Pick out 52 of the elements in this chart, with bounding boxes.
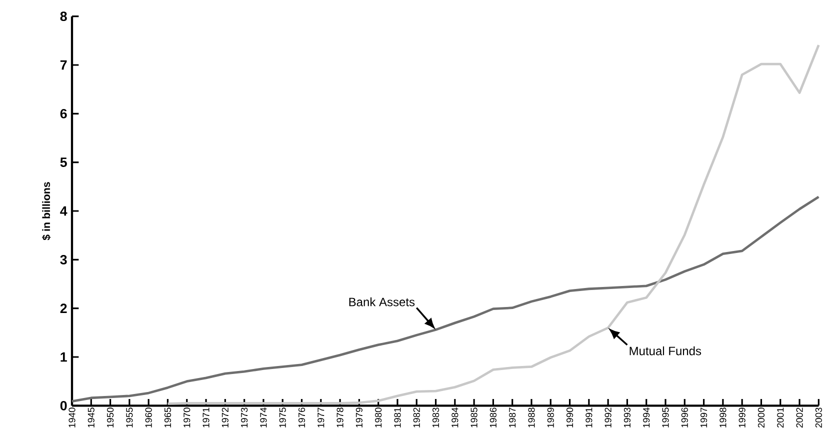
x-tick-label: 1996 (681, 408, 688, 428)
x-tick-label: 1979 (356, 408, 362, 428)
x-tick-label: 1987 (509, 408, 516, 428)
x-tick-label: 1985 (470, 408, 478, 428)
x-tick-label: 2001 (777, 408, 784, 428)
x-tick-label: 1983 (432, 408, 440, 428)
x-tick-label: 1974 (260, 408, 267, 428)
x-tick-label: 1973 (241, 408, 248, 428)
x-tick-label: 1981 (394, 408, 401, 428)
x-tick-label: 1992 (604, 408, 612, 428)
y-axis-title: $ in billions (42, 182, 51, 240)
x-tick-label: 1945 (88, 408, 94, 428)
x-tick-label: 1991 (586, 408, 592, 428)
x-tick-label: 1988 (528, 408, 535, 428)
x-tick-label: 1997 (700, 408, 708, 428)
y-tick-label: 1 (60, 352, 67, 362)
x-tick-label: 1982 (413, 408, 420, 428)
annotation: Bank Assets (349, 297, 415, 306)
x-tick-label: 1955 (126, 408, 133, 428)
y-tick-label: 5 (60, 158, 67, 167)
y-tick-label: 4 (60, 206, 68, 216)
x-tick-label: 1989 (547, 408, 554, 428)
y-tick-label: 6 (60, 108, 67, 118)
x-tick-label: 1950 (107, 408, 114, 428)
y-tick-label: 7 (60, 60, 67, 70)
x-tick-label: 1995 (662, 408, 669, 428)
x-tick-label: 1980 (375, 408, 382, 428)
x-tick-label: 1971 (202, 408, 210, 428)
x-tick-label: 1994 (643, 408, 650, 428)
x-tick-label: 1990 (566, 408, 574, 428)
x-tick-label: 1965 (164, 408, 172, 428)
y-tick-label: 2 (60, 304, 67, 313)
x-tick-label: 1993 (624, 408, 631, 428)
x-tick-label: 1976 (298, 408, 306, 428)
x-tick-label: 2003 (815, 408, 822, 428)
x-tick-label: 1972 (222, 408, 228, 428)
y-tick-label: 8 (60, 12, 67, 22)
x-tick-label: 1998 (720, 408, 726, 428)
x-tick-label: 2002 (796, 408, 803, 428)
y-tick-label: 3 (60, 254, 67, 264)
x-tick-label: 1978 (336, 408, 344, 428)
x-tick-label: 1975 (279, 408, 286, 428)
annotation: Mutual Funds (630, 346, 702, 356)
x-tick-label: 1986 (490, 408, 496, 428)
x-tick-label: 1977 (318, 408, 324, 428)
x-tick-label: 1999 (738, 408, 746, 428)
x-tick-label: 1960 (145, 408, 152, 428)
y-tick-label: 0 (60, 400, 67, 410)
x-tick-label: 1970 (184, 408, 190, 428)
x-tick-label: 1940 (68, 408, 76, 428)
x-tick-label: 2000 (758, 408, 765, 428)
x-tick-label: 1984 (452, 408, 458, 428)
